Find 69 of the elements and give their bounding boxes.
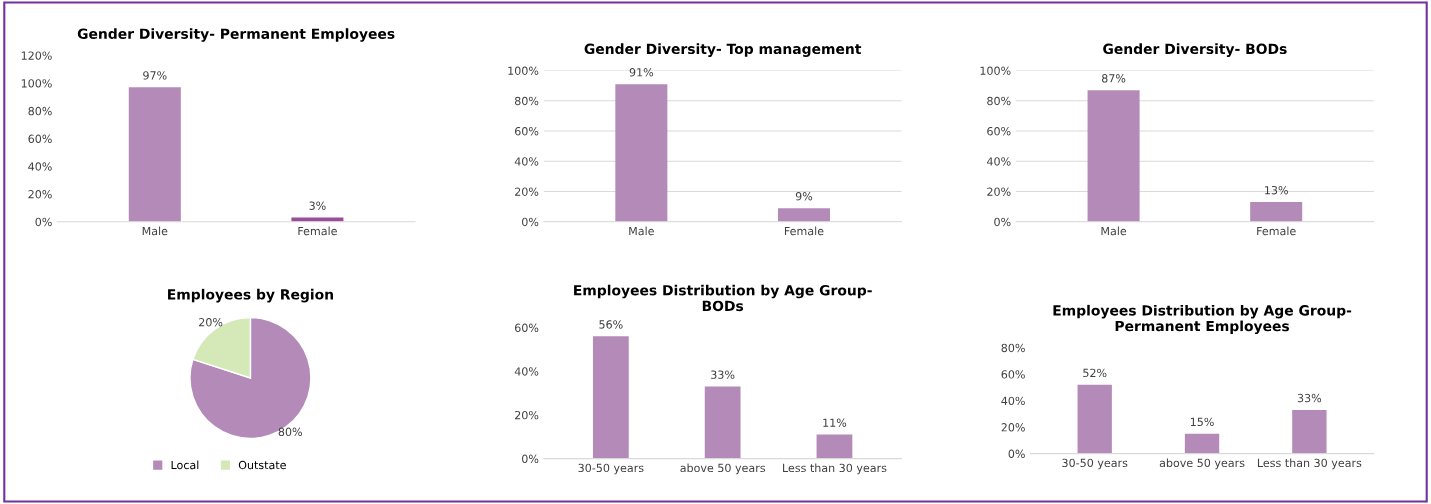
bar xyxy=(1077,384,1112,454)
bar xyxy=(592,336,629,459)
chart-title: Gender Diversity- BODs xyxy=(1103,43,1287,57)
data-label: 3% xyxy=(309,201,326,210)
data-label: 13% xyxy=(1265,185,1288,195)
y-tick-label: 80% xyxy=(1001,343,1025,353)
data-label: 97% xyxy=(143,71,167,80)
y-tick-label: 40% xyxy=(514,367,539,376)
data-label: 56% xyxy=(599,320,623,329)
y-tick-label: 100% xyxy=(508,66,539,75)
pie-slice xyxy=(189,316,312,440)
y-tick-label: 40% xyxy=(987,157,1011,166)
y-tick-label: 20% xyxy=(28,190,52,199)
data-label: 33% xyxy=(711,370,735,379)
x-tick-label: Male xyxy=(629,226,654,236)
y-tick-label: 0% xyxy=(994,217,1011,227)
y-tick-label: 60% xyxy=(1001,370,1025,379)
bar xyxy=(1184,433,1220,454)
y-tick-label: 60% xyxy=(987,127,1011,136)
data-label: 15% xyxy=(1190,417,1214,427)
x-tick-label: Female xyxy=(298,226,337,236)
x-tick-label: Less than 30 years xyxy=(1257,458,1362,470)
chart-title: Employees Distribution by Age Group- Permanent Employees xyxy=(1053,304,1352,335)
data-label: 33% xyxy=(1297,393,1322,403)
y-tick-label: 80% xyxy=(514,96,539,106)
data-label: 91% xyxy=(629,68,654,77)
bar xyxy=(1292,409,1327,454)
x-tick-label: Female xyxy=(784,226,824,236)
data-label: 52% xyxy=(1083,368,1107,378)
data-label: 11% xyxy=(823,418,847,427)
data-label: 80% xyxy=(278,427,302,437)
chart-title: Gender Diversity- Top management xyxy=(584,43,862,57)
y-tick-label: 100% xyxy=(980,66,1011,75)
y-tick-label: 20% xyxy=(987,187,1011,196)
x-tick-label: Female xyxy=(1257,226,1296,236)
y-tick-label: 40% xyxy=(514,157,539,166)
x-tick-label: Male xyxy=(1101,226,1127,236)
y-tick-label: 80% xyxy=(28,106,52,116)
x-tick-label: above 50 years xyxy=(1159,458,1245,470)
y-tick-label: 0% xyxy=(522,454,539,464)
y-tick-label: 20% xyxy=(515,187,539,196)
y-tick-label: 40% xyxy=(1001,396,1025,406)
bar xyxy=(704,386,741,459)
x-tick-label: Less than 30 years xyxy=(783,463,887,475)
x-tick-label: 30-50 years xyxy=(578,463,644,475)
chart-title: Employees Distribution by Age Group- BODs xyxy=(574,284,872,312)
y-tick-label: 0% xyxy=(522,217,539,227)
legend-label: Outstate xyxy=(238,460,286,470)
x-tick-label: Male xyxy=(142,226,168,236)
legend-label: Local xyxy=(171,460,199,470)
chart-title: Gender Diversity- Permanent Employees xyxy=(77,28,395,42)
x-tick-label: 30-50 years xyxy=(1062,458,1128,470)
y-tick-label: 100% xyxy=(21,79,52,88)
y-tick-label: 0% xyxy=(1008,449,1025,458)
chart-title: Employees by Region xyxy=(168,288,333,303)
y-tick-label: 20% xyxy=(515,410,539,420)
y-tick-label: 60% xyxy=(515,127,539,136)
data-label: 87% xyxy=(1101,74,1126,83)
data-label: 9% xyxy=(795,192,813,201)
bar xyxy=(816,434,853,459)
y-tick-label: 20% xyxy=(1001,423,1025,432)
y-tick-label: 0% xyxy=(35,217,52,227)
y-tick-label: 60% xyxy=(28,134,52,143)
x-tick-label: above 50 years xyxy=(680,463,766,475)
y-tick-label: 60% xyxy=(515,323,539,332)
y-tick-label: 120% xyxy=(21,51,52,60)
y-tick-label: 80% xyxy=(987,96,1011,106)
data-label: 20% xyxy=(199,318,223,327)
y-tick-label: 40% xyxy=(28,162,52,171)
